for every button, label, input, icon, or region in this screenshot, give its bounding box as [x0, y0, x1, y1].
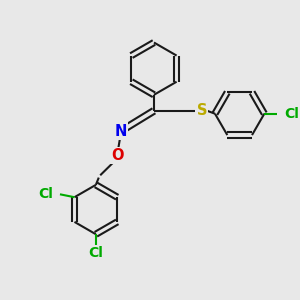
Text: S: S: [196, 103, 207, 118]
Text: O: O: [111, 148, 124, 163]
Text: Cl: Cl: [88, 246, 103, 260]
Text: N: N: [114, 124, 127, 139]
Text: Cl: Cl: [38, 187, 53, 201]
Text: Cl: Cl: [285, 107, 300, 121]
